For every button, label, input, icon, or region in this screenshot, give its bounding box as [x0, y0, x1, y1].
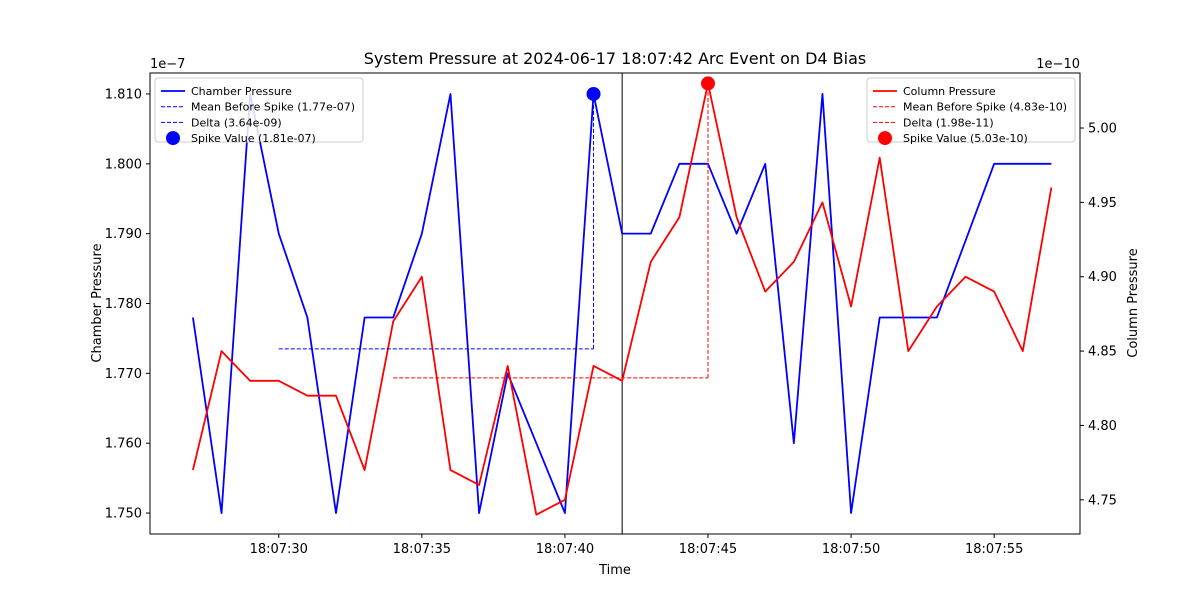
left-legend-label: Delta (3.64e-09): [191, 116, 282, 129]
x-tick-label: 18:07:40: [536, 542, 594, 557]
x-tick-label: 18:07:30: [250, 542, 308, 557]
left-axis-offset-text: 1e−7: [150, 57, 185, 72]
left-y-tick-label: 1.770: [105, 367, 142, 382]
right-axis-offset-text: 1e−10: [1036, 57, 1080, 72]
right-y-tick-label: 4.85: [1088, 345, 1117, 360]
x-tick-label: 18:07:55: [965, 542, 1023, 557]
right-legend-marker-swatch: [878, 131, 892, 146]
left-legend: Chamber Pressure Mean Before Spike (1.77e…: [154, 77, 364, 146]
chart-title: System Pressure at 2024-06-17 18:07:42 A…: [364, 49, 866, 68]
left-legend-label: Mean Before Spike (1.77e-07): [191, 101, 355, 114]
right-y-tick-label: 4.80: [1088, 419, 1117, 434]
right-axis-title: Column Pressure: [1126, 248, 1141, 357]
left-axis-title: Chamber Pressure: [90, 243, 105, 362]
right-y-tick-label: 4.95: [1088, 196, 1117, 211]
right-y-tick-label: 5.00: [1088, 122, 1117, 137]
left-y-tick-label: 1.810: [105, 87, 142, 102]
column-spike-point: [701, 76, 715, 91]
right-legend: Column Pressure Mean Before Spike (4.83e-…: [866, 77, 1076, 146]
left-y-tick-label: 1.790: [105, 227, 142, 242]
right-legend-box: [866, 77, 1076, 143]
x-axis-title: Time: [598, 563, 631, 578]
right-y-tick-label: 4.90: [1088, 270, 1117, 285]
left-legend-label: Chamber Pressure: [191, 85, 292, 98]
left-y-tick-label: 1.780: [105, 297, 142, 312]
chamber-spike-point: [586, 86, 601, 101]
left-y-tick-label: 1.760: [105, 437, 142, 452]
plot-area: 18:07:30 18:07:35 18:07:40 18:07:45 18:07:50…: [105, 72, 1117, 557]
left-y-tick-label: 1.750: [105, 507, 142, 522]
right-legend-label: Column Pressure: [903, 85, 996, 98]
x-tick-label: 18:07:35: [393, 542, 451, 557]
x-tick-label: 18:07:50: [822, 542, 880, 557]
chamber-pressure-line: [192, 93, 1052, 514]
left-y-tick-label: 1.800: [105, 157, 142, 172]
right-legend-label: Spike Value (5.03e-10): [903, 132, 1028, 145]
column-pressure-line: [192, 82, 1053, 516]
x-tick-label: 18:07:45: [679, 542, 737, 557]
left-legend-label: Spike Value (1.81e-07): [191, 132, 316, 145]
right-y-tick-label: 4.75: [1088, 493, 1117, 508]
right-legend-label: Mean Before Spike (4.83e-10): [903, 101, 1067, 114]
right-legend-label: Delta (1.98e-11): [903, 116, 994, 129]
left-legend-marker-swatch: [166, 131, 180, 146]
left-legend-box: [154, 77, 364, 143]
